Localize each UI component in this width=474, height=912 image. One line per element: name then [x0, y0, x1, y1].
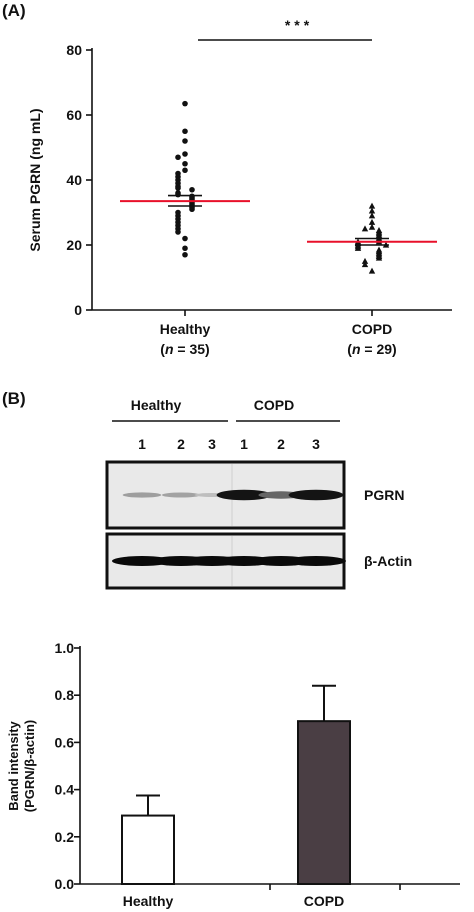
scatter-x-tick-label: Healthy	[160, 321, 211, 337]
lane-label: 3	[312, 436, 320, 452]
blot-band	[216, 489, 272, 501]
healthy-point	[182, 138, 188, 144]
copd-point	[368, 202, 376, 209]
group-size-suffix: = 35)	[174, 341, 210, 357]
blot-group-label: Healthy	[131, 397, 182, 413]
lane-label: 1	[138, 436, 146, 452]
group-size-suffix: = 29)	[361, 341, 397, 357]
blot-band	[288, 489, 344, 501]
scatter-x-tick-label: COPD	[352, 321, 392, 337]
healthy-point	[189, 206, 195, 213]
bar-y-tick-label: 1.0	[55, 640, 75, 656]
blot-group-label: COPD	[254, 397, 294, 413]
bar-chart: 0.0 0.2 0.4 0.6 0.8 1.0 Healthy COPD Band intens…	[6, 640, 460, 909]
bar-y-axis-label-line1: Band intensity	[6, 720, 21, 810]
healthy-point	[175, 191, 181, 198]
copd-point	[361, 225, 369, 232]
significance-stars: ***	[285, 17, 313, 33]
panel-a-label: (A)	[2, 1, 26, 20]
lane-label: 1	[240, 436, 248, 452]
bar	[297, 720, 351, 885]
copd-point	[361, 261, 369, 268]
bar-y-axis-label-line2: (PGRN/β-actin)	[22, 720, 37, 812]
group-size-prefix: (	[347, 341, 352, 357]
panel-b-label: (B)	[2, 389, 26, 408]
group-size-prefix: (	[160, 341, 165, 357]
copd-point	[368, 218, 376, 225]
scatter-y-tick-label: 60	[66, 107, 82, 123]
scatter-y-tick-label: 0	[74, 302, 82, 318]
scatter-y-tick-label: 20	[66, 237, 82, 253]
bar-y-tick-label: 0.2	[55, 829, 75, 845]
healthy-point	[182, 251, 188, 258]
copd-point	[354, 244, 362, 251]
healthy-point	[182, 100, 188, 107]
blot-row-label: β-Actin	[364, 553, 412, 569]
healthy-point	[182, 151, 188, 157]
lane-label: 2	[177, 436, 185, 452]
group-size-n: n	[352, 341, 361, 357]
blot-row-label: PGRN	[364, 487, 404, 503]
western-blot: Healthy COPD 1 2 3 1 2 3 PGRN β-Actin	[105, 397, 412, 590]
bar-y-tick-label: 0.6	[55, 734, 75, 750]
bar-y-tick-label: 0.8	[55, 687, 75, 703]
copd-point	[368, 207, 376, 214]
healthy-point	[175, 185, 181, 191]
copd-point	[368, 267, 376, 274]
bar-x-tick-label: COPD	[304, 893, 344, 909]
bar	[121, 814, 175, 885]
healthy-point	[175, 154, 181, 161]
copd-point	[368, 212, 376, 219]
healthy-point	[182, 245, 188, 252]
healthy-point	[175, 229, 181, 235]
bar-y-tick-label: 0.4	[55, 782, 75, 798]
bar-y-axis-label: Band intensity(PGRN/β-actin)	[6, 720, 37, 812]
lane-label: 2	[277, 436, 285, 452]
healthy-point	[182, 128, 188, 135]
copd-point	[375, 254, 383, 261]
bar-x-tick-label: Healthy	[123, 893, 174, 909]
healthy-point	[182, 160, 188, 167]
blot-band	[286, 556, 346, 566]
scatter-y-tick-label: 40	[66, 172, 82, 188]
scatter-group-size: (n = 35)	[160, 341, 209, 357]
blot-band	[161, 492, 201, 498]
healthy-point	[182, 235, 188, 242]
scatter-y-axis-label: Serum PGRN (ng mL)	[27, 108, 43, 251]
bar-y-tick-label: 0.0	[55, 876, 75, 892]
lane-label: 3	[208, 436, 216, 452]
group-size-n: n	[165, 341, 174, 357]
blot-band	[122, 492, 162, 498]
healthy-point	[182, 167, 188, 174]
copd-point	[361, 257, 369, 264]
scatter-y-tick-label: 80	[66, 42, 82, 58]
scatter-group-size: (n = 29)	[347, 341, 396, 357]
healthy-point	[189, 186, 195, 193]
copd-point	[368, 223, 376, 230]
